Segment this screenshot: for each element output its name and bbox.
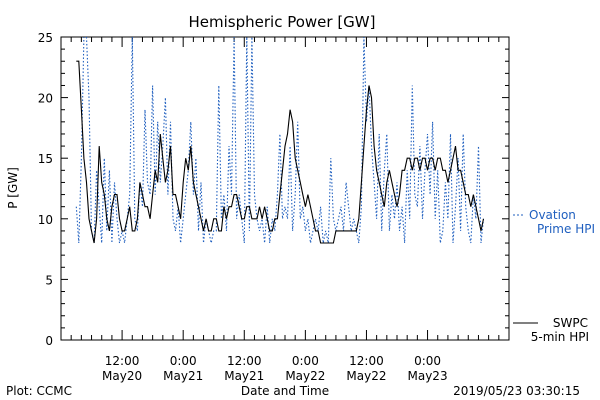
y-tick-label: 25 [38, 31, 53, 45]
x-tick-label-time: 0:00 [292, 354, 319, 368]
y-tick-label: 15 [38, 152, 53, 166]
chart-title: Hemispheric Power [GW] [189, 13, 376, 31]
plot-area [60, 36, 510, 341]
footer-credit: Plot: CCMC [6, 384, 72, 398]
y-tick-label: 5 [45, 273, 53, 287]
x-tick-label-time: 12:00 [349, 354, 384, 368]
y-tick-label: 20 [38, 92, 53, 106]
x-tick-label-date: May21 [163, 369, 203, 383]
x-tick-label-time: 12:00 [227, 354, 262, 368]
x-axis: 12:00May200:00May2112:00May210:00May2212… [70, 37, 500, 383]
legend: Ovation Prime HPI SWPC 5-min HPI [513, 208, 595, 344]
x-axis-label: Date and Time [241, 384, 329, 398]
legend-swpc-label-2: 5-min HPI [531, 330, 589, 344]
y-axis: 0 5 10 15 20 25 [38, 31, 509, 348]
series-swpc-line [76, 60, 485, 244]
x-tick-label-date: May20 [102, 369, 142, 383]
series-layer [75, 37, 485, 244]
x-tick-label-date: May22 [346, 369, 386, 383]
footer-timestamp: 2019/05/23 03:30:15 [453, 384, 580, 398]
x-tick-label-time: 12:00 [105, 354, 140, 368]
x-tick-label-date: May21 [224, 369, 264, 383]
plot-border [60, 36, 510, 341]
legend-ovation-label: Ovation [529, 208, 576, 222]
y-axis-label: P [GW] [6, 167, 20, 209]
x-tick-label-date: May23 [408, 369, 448, 383]
x-tick-label-date: May22 [285, 369, 325, 383]
x-tick-label-time: 0:00 [170, 354, 197, 368]
y-tick-label: 0 [45, 334, 53, 348]
y-tick-label: 10 [38, 213, 53, 227]
legend-ovation-label-2: Prime HPI [537, 222, 595, 236]
x-tick-label-time: 0:00 [414, 354, 441, 368]
legend-swpc-label: SWPC [553, 316, 588, 330]
series-ovation-prime-line [75, 37, 485, 244]
